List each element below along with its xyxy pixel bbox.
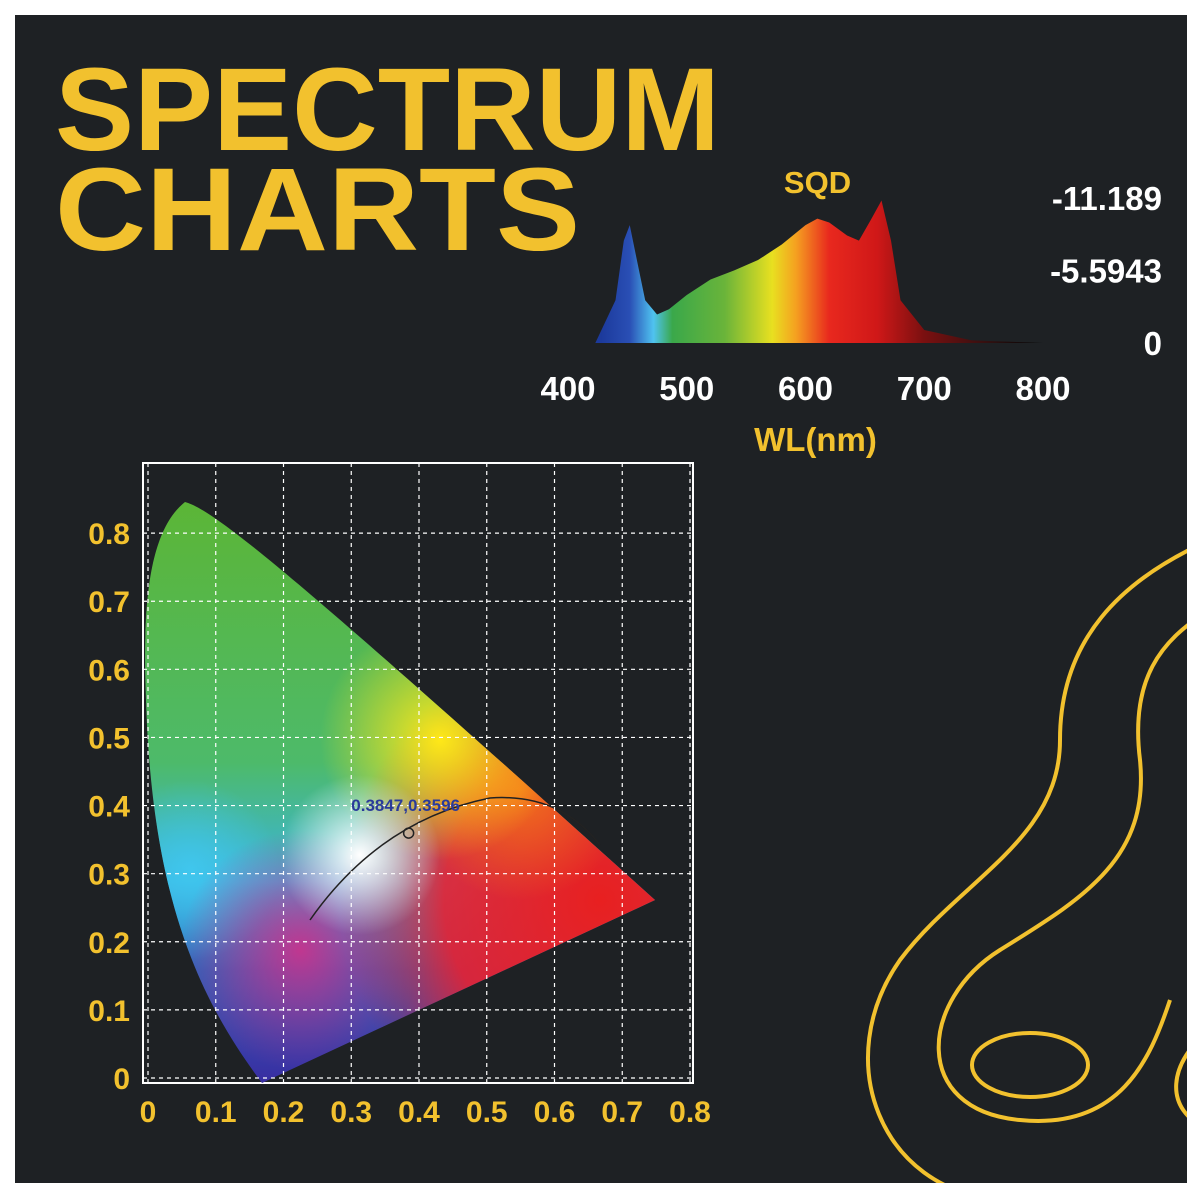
x-tick-label: 500	[659, 370, 714, 407]
x-tick-label: 0.7	[601, 1096, 643, 1129]
x-tick-label: 0.6	[534, 1096, 576, 1129]
x-tick-label: 0.3	[330, 1096, 372, 1129]
y-tick-label: 0.2	[88, 927, 130, 960]
x-tick-label: 0	[140, 1096, 157, 1129]
y-tick-label: 0.3	[88, 859, 130, 892]
y-tick-label: 0.4	[88, 791, 130, 824]
y-tick-label: 0.7	[88, 586, 130, 619]
page-title: SPECTRUM	[55, 44, 720, 176]
x-tick-label: 0.1	[195, 1096, 237, 1129]
x-tick-label: 0.8	[669, 1096, 711, 1129]
x-tick-label: 0.5	[466, 1096, 508, 1129]
y-tick-label: 0	[1144, 325, 1162, 362]
x-tick-label: 800	[1015, 370, 1070, 407]
spectrum-area	[595, 200, 1043, 343]
x-tick-label: 0.2	[263, 1096, 305, 1129]
y-tick-label: 0.5	[88, 722, 130, 755]
x-tick-label: 700	[897, 370, 952, 407]
y-tick-label: -5.5943	[1050, 253, 1162, 290]
chart-title: SQD	[784, 165, 851, 200]
page-title: CHARTS	[55, 144, 580, 276]
contour-decoration	[866, 548, 1187, 1183]
y-tick-label: 0.1	[88, 995, 130, 1028]
y-tick-label: 0	[113, 1063, 130, 1096]
x-tick-label: 600	[778, 370, 833, 407]
plot-frame	[142, 462, 694, 1084]
y-tick-label: 0.8	[88, 518, 130, 551]
x-tick-label: 400	[540, 370, 595, 407]
y-tick-label: -11.189	[1052, 180, 1162, 217]
x-axis-label: WL(nm)	[754, 421, 877, 458]
point-label: 0.3847,0.3596	[351, 796, 460, 815]
x-tick-label: 0.4	[398, 1096, 440, 1129]
chromaticity-point	[402, 827, 415, 839]
y-tick-label: 0.6	[88, 654, 130, 687]
